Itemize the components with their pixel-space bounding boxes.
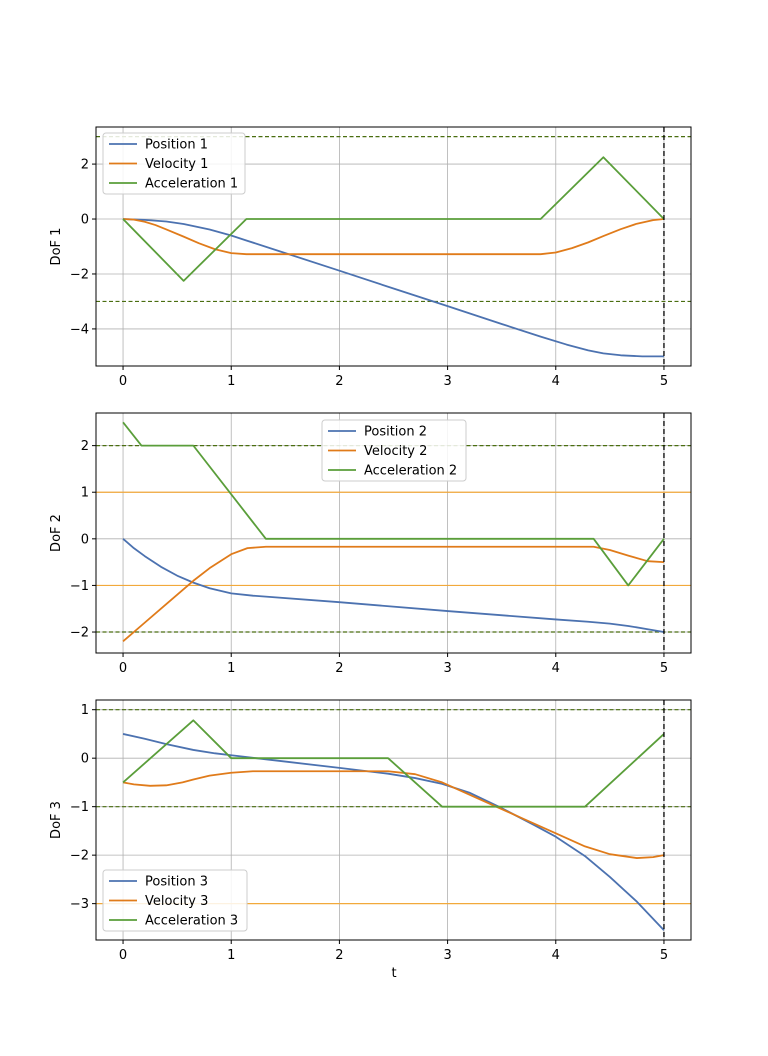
series-line-velocity [123,218,665,256]
legend: Position 2 Velocity 2 Acceleration 2 [321,419,467,482]
x-tick-label: 5 [660,661,668,676]
series-line-position [122,538,665,633]
y-tick-label: −1 [70,579,89,594]
y-tick-label: 2 [81,439,89,454]
legend-box [102,132,246,195]
legend: Position 1 Velocity 1 Acceleration 1 [102,132,246,195]
panel-3: 0 1 2 3 4 5 −3 −2 −1 0 1 DoF 3 Position 3 Velocity 3 A… [49,699,692,963]
legend-label: Acceleration 2 [364,464,457,479]
y-tick-label: −4 [70,322,89,337]
x-tick-label: 0 [119,374,127,389]
y-tick-label: −2 [70,267,89,282]
y-tick-label: 0 [81,213,89,228]
series-line-position [122,733,665,931]
legend-label: Position 2 [364,425,427,440]
x-tick-label: 0 [119,661,127,676]
x-axis-label: t [391,966,396,981]
x-tick-label: 1 [227,948,235,963]
y-tick-label: 0 [81,752,89,767]
y-tick-label: −2 [70,849,89,864]
panel-1: 0 1 2 3 4 5 −4 −2 0 2 DoF 1 Position 1 Velocity 1 Acc… [49,126,692,389]
legend-box [102,869,248,932]
axes-frame [95,126,692,367]
y-tick-label: −3 [70,897,89,912]
x-tick-label: 0 [119,948,127,963]
legend-label: Velocity 1 [145,157,208,172]
series-line-velocity [122,545,665,643]
series-line-position [123,218,664,358]
series-line-acceleration [122,156,665,282]
legend-box [321,419,467,482]
y-tick-label: −1 [70,800,89,815]
x-tick-label: 3 [443,948,451,963]
x-tick-label: 5 [660,374,668,389]
axes-frame [95,412,692,654]
legend: Position 3 Velocity 3 Acceleration 3 [102,869,248,932]
y-axis-label: DoF 2 [49,514,64,552]
x-tick-label: 3 [443,374,451,389]
series-line-acceleration [122,421,665,587]
x-tick-label: 4 [552,661,560,676]
y-axis-label: DoF 1 [49,228,64,266]
x-tick-label: 1 [227,661,235,676]
x-tick-label: 5 [660,948,668,963]
x-tick-label: 2 [335,948,343,963]
y-tick-label: 1 [81,486,89,501]
legend-label: Position 1 [145,138,208,153]
x-tick-label: 1 [227,374,235,389]
x-tick-label: 4 [552,948,560,963]
x-tick-label: 3 [443,661,451,676]
legend-label: Acceleration 3 [145,914,238,929]
x-tick-label: 2 [335,374,343,389]
series-line-velocity [122,770,665,859]
y-tick-label: 0 [81,532,89,547]
legend-label: Acceleration 1 [145,177,238,192]
series-line-acceleration [122,719,665,808]
x-tick-label: 4 [552,374,560,389]
y-tick-label: 2 [81,158,89,173]
legend-label: Velocity 3 [145,894,208,909]
panel-2: 0 1 2 3 4 5 −2 −1 0 1 2 DoF 2 Position 2 Velocity 2 Ac… [49,412,692,676]
y-axis-label: DoF 3 [49,801,64,839]
legend-label: Position 3 [145,875,208,890]
axes-frame [95,699,692,941]
x-tick-label: 2 [335,661,343,676]
y-tick-label: −2 [70,626,89,641]
legend-label: Velocity 2 [364,444,427,459]
y-tick-label: 1 [81,703,89,718]
